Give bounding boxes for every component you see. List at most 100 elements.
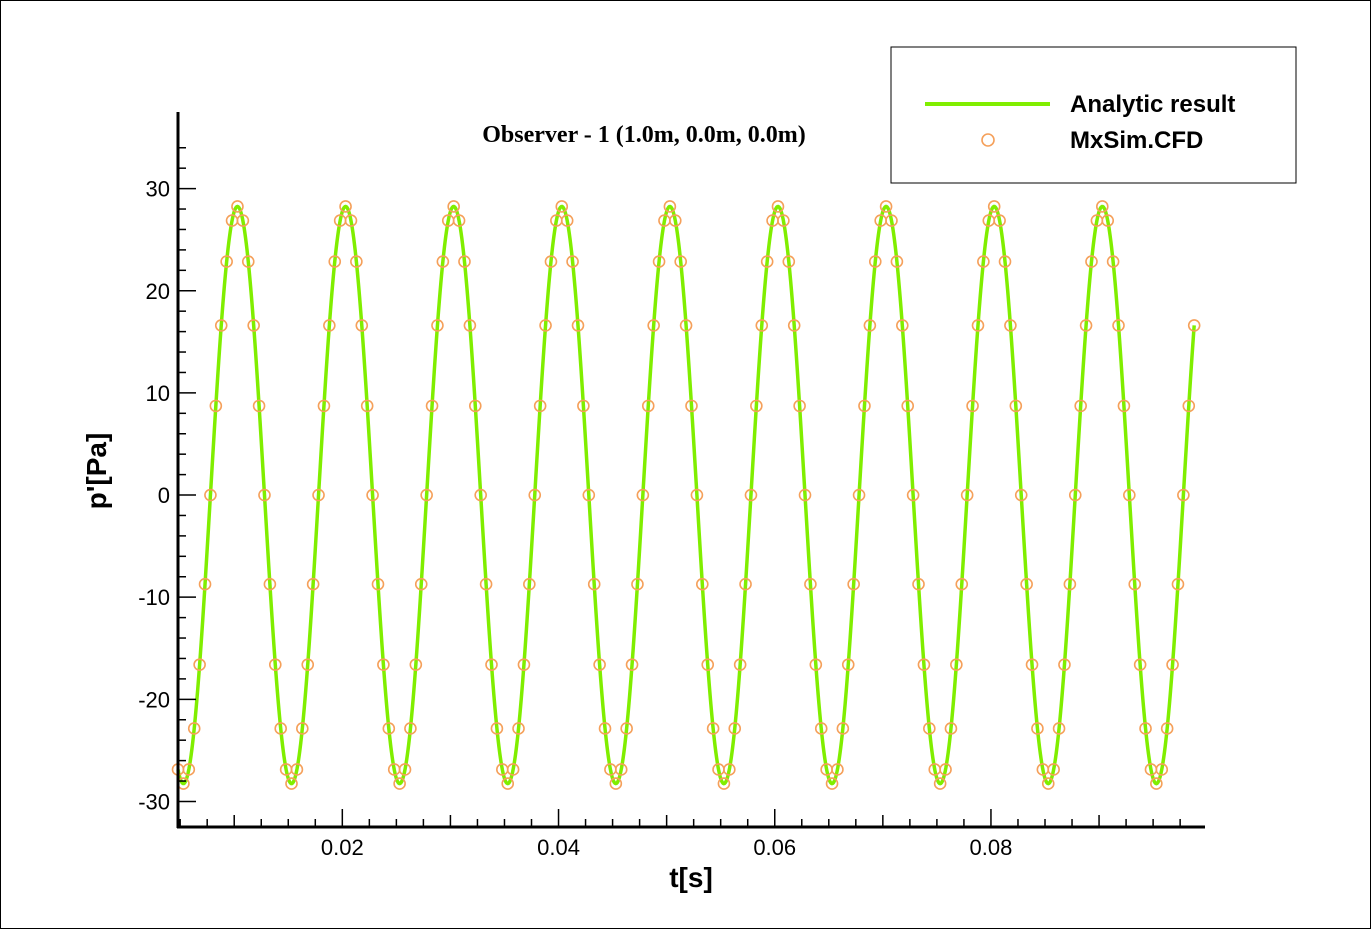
cfd-marker: [631, 577, 644, 591]
y-tick-label: -20: [138, 687, 170, 712]
cfd-marker: [733, 658, 747, 671]
cfd-marker: [760, 255, 774, 268]
x-tick-label: 0.02: [321, 835, 364, 860]
cfd-marker: [1150, 777, 1163, 790]
cfd-marker: [252, 399, 266, 413]
cfd-marker: [901, 399, 915, 413]
cfd-marker: [420, 488, 433, 502]
cfd-marker: [896, 319, 909, 332]
cfd-marker: [885, 214, 898, 227]
ticks: 0.02 0.04 0.06 0.08 30 20 10 0 -10 -20 -30: [138, 147, 1181, 860]
legend-box: [890, 46, 1297, 184]
cfd-marker: [458, 255, 471, 268]
cfd-marker: [1166, 658, 1179, 671]
cfd-marker: [798, 488, 812, 502]
cfd-marker: [296, 722, 309, 735]
cfd-marker: [263, 577, 277, 591]
cfd-marker: [479, 577, 493, 591]
cfd-marker: [350, 255, 363, 268]
cfd-marker: [204, 488, 217, 502]
cfd-marker: [917, 658, 931, 671]
cfd-marker: [679, 319, 693, 332]
cfd-marker: [933, 777, 947, 790]
cfd-marker: [582, 488, 596, 502]
cfd-marker: [809, 658, 823, 671]
cfd-marker: [528, 488, 542, 502]
cfd-marker: [231, 200, 244, 213]
cfd-marker: [436, 255, 450, 268]
cfd-marker: [236, 214, 250, 227]
cfd-marker: [214, 319, 228, 332]
cfd-marker: [593, 658, 606, 671]
cfd-marker: [447, 200, 460, 213]
cfd-marker: [366, 488, 379, 502]
cfd-marker: [1182, 399, 1196, 413]
cfd-marker: [841, 658, 855, 671]
cfd-marker: [971, 319, 985, 332]
cfd-marker: [566, 255, 579, 268]
cfd-marker: [652, 255, 666, 268]
cfd-marker: [306, 577, 320, 591]
cfd-marker: [879, 200, 893, 213]
cfd-marker: [323, 319, 336, 332]
axes: [176, 112, 1205, 829]
cfd-marker: [1058, 658, 1071, 671]
cfd-marker: [290, 763, 304, 776]
cfd-marker: [241, 255, 255, 268]
cfd-marker: [847, 577, 860, 591]
cfd-marker: [1155, 763, 1169, 776]
legend-label-analytic: Analytic result: [1070, 91, 1235, 118]
cfd-marker: [696, 577, 709, 591]
cfd-marker: [1052, 722, 1066, 735]
cfd-marker: [836, 722, 850, 735]
cfd-marker: [339, 200, 352, 213]
cfd-marker: [744, 488, 758, 502]
cfd-marker: [625, 658, 639, 671]
x-tick-label: 0.08: [970, 835, 1013, 860]
chart-title: Observer - 1 (1.0m, 0.0m, 0.0m): [482, 122, 805, 148]
cfd-marker: [539, 319, 552, 332]
cfd-marker: [587, 577, 601, 591]
cfd-marker: [755, 319, 769, 332]
legend: Analytic result MxSim.CFD: [890, 46, 1297, 184]
cfd-marker: [577, 399, 590, 413]
cfd-marker: [328, 255, 342, 268]
cfd-marker: [787, 319, 801, 332]
cfd-marker: [1101, 214, 1115, 227]
cfd-marker: [312, 488, 325, 502]
cfd-marker: [598, 722, 612, 735]
cfd-marker: [777, 214, 790, 227]
cfd-marker: [636, 488, 650, 502]
cfd-marker: [804, 577, 817, 591]
y-tick-label: 0: [158, 483, 170, 508]
cfd-marker: [977, 255, 990, 268]
cfd-marker: [1031, 722, 1044, 735]
cfd-marker: [717, 777, 731, 790]
cfd-marker: [939, 763, 952, 776]
cfd-marker: [344, 214, 358, 227]
cfd-marker: [1063, 577, 1077, 591]
cfd-marker: [674, 255, 687, 268]
cfd-marker: [858, 399, 871, 413]
cfd-marker: [868, 255, 882, 268]
cfd-marker: [571, 319, 585, 332]
cfd-marker: [533, 399, 547, 413]
cfd-marker: [706, 722, 720, 735]
y-tick-label: -10: [138, 585, 170, 610]
cfd-marker: [912, 577, 925, 591]
cfd-marker: [750, 399, 763, 413]
cfd-marker: [355, 319, 369, 332]
cfd-marker: [1074, 399, 1087, 413]
cfd-marker: [1020, 577, 1033, 591]
cfd-marker: [247, 319, 260, 332]
cfd-marker: [960, 488, 974, 502]
cfd-marker: [668, 214, 682, 227]
x-axis-title: t[s]: [669, 862, 713, 893]
cfd-marker: [663, 200, 677, 213]
cfd-marker: [209, 399, 223, 413]
cfd-marker: [993, 214, 1006, 227]
cfd-marker: [620, 722, 633, 735]
cfd-marker: [771, 200, 785, 213]
cfd-marker: [923, 722, 936, 735]
